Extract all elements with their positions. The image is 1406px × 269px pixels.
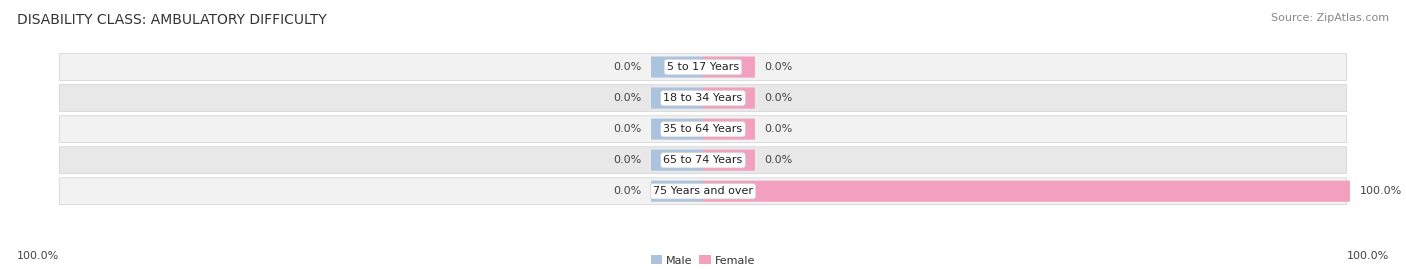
Text: DISABILITY CLASS: AMBULATORY DIFFICULTY: DISABILITY CLASS: AMBULATORY DIFFICULTY [17,13,326,27]
Text: 5 to 17 Years: 5 to 17 Years [666,62,740,72]
Text: 75 Years and over: 75 Years and over [652,186,754,196]
FancyBboxPatch shape [59,54,1347,80]
Text: 35 to 64 Years: 35 to 64 Years [664,124,742,134]
Text: 0.0%: 0.0% [613,62,641,72]
Text: 65 to 74 Years: 65 to 74 Years [664,155,742,165]
Legend: Male, Female: Male, Female [651,255,755,266]
FancyBboxPatch shape [651,181,703,202]
FancyBboxPatch shape [651,119,703,140]
FancyBboxPatch shape [651,56,703,77]
FancyBboxPatch shape [703,87,755,109]
Text: 0.0%: 0.0% [613,155,641,165]
Text: 0.0%: 0.0% [765,155,793,165]
FancyBboxPatch shape [703,181,1350,202]
FancyBboxPatch shape [651,87,703,109]
Text: 100.0%: 100.0% [17,251,59,261]
Text: 100.0%: 100.0% [1347,251,1389,261]
FancyBboxPatch shape [651,150,703,171]
FancyBboxPatch shape [59,147,1347,174]
FancyBboxPatch shape [703,119,755,140]
Text: 0.0%: 0.0% [765,124,793,134]
Text: Source: ZipAtlas.com: Source: ZipAtlas.com [1271,13,1389,23]
Text: 18 to 34 Years: 18 to 34 Years [664,93,742,103]
Text: 0.0%: 0.0% [613,93,641,103]
FancyBboxPatch shape [59,85,1347,111]
FancyBboxPatch shape [703,56,755,77]
Text: 0.0%: 0.0% [613,186,641,196]
FancyBboxPatch shape [59,178,1347,204]
FancyBboxPatch shape [59,116,1347,143]
Text: 0.0%: 0.0% [613,124,641,134]
Text: 0.0%: 0.0% [765,93,793,103]
FancyBboxPatch shape [703,150,755,171]
Text: 100.0%: 100.0% [1360,186,1402,196]
Text: 0.0%: 0.0% [765,62,793,72]
